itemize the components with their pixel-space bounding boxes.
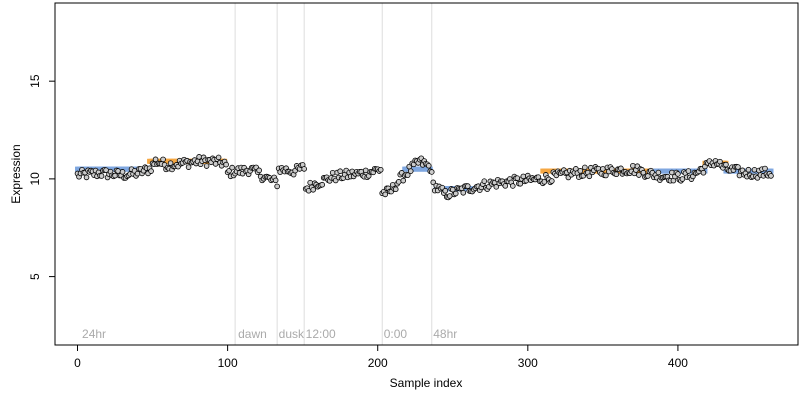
- data-point: [301, 166, 307, 172]
- data-point: [577, 168, 584, 174]
- x-tick-label: 0: [74, 356, 81, 370]
- data-point: [645, 173, 651, 179]
- data-point: [514, 175, 521, 181]
- segment-label: dawn: [238, 327, 267, 341]
- data-point: [502, 183, 509, 189]
- data-point: [134, 170, 141, 177]
- data-point: [762, 165, 768, 172]
- data-point: [185, 164, 192, 170]
- data-point: [329, 169, 336, 176]
- data-point: [307, 179, 313, 186]
- y-axis: 5 10 15: [28, 74, 56, 280]
- x-tick-label: 100: [218, 356, 238, 370]
- data-point: [160, 156, 166, 163]
- data-point: [517, 181, 524, 187]
- data-point: [452, 190, 459, 197]
- y-tick-label: 15: [28, 74, 42, 88]
- data-point: [442, 187, 449, 194]
- data-point: [751, 167, 758, 173]
- data-point: [112, 172, 118, 179]
- data-point: [675, 171, 681, 177]
- segment-label: dusk: [279, 327, 305, 341]
- data-point: [148, 168, 154, 174]
- data-point: [655, 169, 662, 176]
- data-point: [723, 161, 729, 168]
- segment-labels: 24hr dawn dusk 12:00 0:00 48hr: [82, 327, 457, 341]
- data-point: [215, 154, 222, 161]
- data-point: [362, 167, 369, 174]
- data-point: [700, 169, 707, 176]
- data-point: [382, 191, 389, 198]
- data-point: [460, 189, 467, 196]
- data-point: [685, 168, 692, 174]
- data-point: [319, 181, 325, 188]
- state-marker: [768, 168, 774, 174]
- data-point: [481, 178, 488, 184]
- data-point: [119, 169, 126, 175]
- data-point: [272, 177, 279, 184]
- data-point: [600, 166, 606, 172]
- data-point: [446, 193, 453, 199]
- data-point: [392, 186, 399, 193]
- data-point: [679, 176, 686, 182]
- data-point: [274, 183, 280, 190]
- data-point: [229, 164, 235, 171]
- x-tick-label: 300: [518, 356, 538, 370]
- data-point: [115, 168, 121, 174]
- data-point: [464, 183, 471, 189]
- y-tick-label: 5: [28, 273, 42, 280]
- data-point: [636, 172, 642, 178]
- data-point: [407, 168, 414, 174]
- data-point: [212, 161, 219, 167]
- data-point: [256, 167, 262, 174]
- data-point: [735, 164, 741, 170]
- data-point: [586, 173, 593, 180]
- data-points: [74, 154, 774, 201]
- data-point: [582, 164, 588, 171]
- x-tick-label: 400: [668, 356, 688, 370]
- data-point: [603, 172, 609, 179]
- data-point: [493, 184, 500, 190]
- data-point: [404, 172, 411, 178]
- data-point: [520, 173, 527, 180]
- data-point: [541, 179, 548, 185]
- data-point: [768, 173, 774, 179]
- segment-label: 12:00: [306, 327, 336, 341]
- data-point: [337, 168, 343, 175]
- data-point: [400, 177, 407, 184]
- x-axis-label: Sample index: [390, 376, 463, 390]
- x-axis: 0 100 200 300 400: [74, 344, 688, 370]
- y-axis-label: Expression: [9, 144, 23, 203]
- data-point: [613, 171, 620, 178]
- y-tick-label: 10: [28, 172, 42, 186]
- data-point: [425, 162, 432, 169]
- data-point: [196, 154, 202, 160]
- data-point: [203, 163, 210, 169]
- segment-label: 24hr: [82, 327, 106, 341]
- data-point: [377, 166, 384, 173]
- segment-label: 48hr: [433, 327, 457, 341]
- data-point: [549, 178, 555, 184]
- x-tick-label: 200: [368, 356, 388, 370]
- data-point: [745, 166, 752, 173]
- data-point: [510, 183, 516, 189]
- data-point: [152, 156, 159, 163]
- data-point: [223, 161, 229, 168]
- data-point: [83, 174, 90, 181]
- data-point: [310, 187, 316, 193]
- data-point: [395, 179, 402, 185]
- data-point: [618, 165, 624, 172]
- data-point: [98, 173, 105, 179]
- data-point: [630, 162, 636, 169]
- segment-label: 0:00: [384, 327, 408, 341]
- data-point: [428, 169, 435, 175]
